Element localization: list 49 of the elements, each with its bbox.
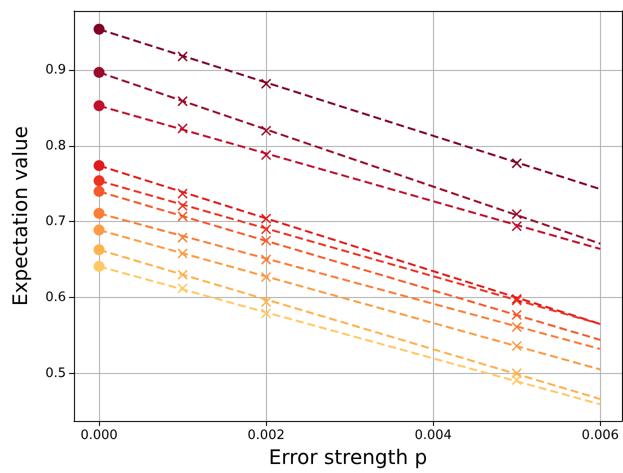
point [94,224,105,236]
point [94,100,105,112]
x-tick-label: 0.006 [582,428,619,443]
y-tick-label: 0.5 [45,366,66,381]
point [511,374,522,386]
point [177,188,188,199]
point [177,283,188,294]
point [260,78,272,90]
point [511,340,522,352]
point [260,150,272,160]
point [177,123,188,134]
point [511,208,522,220]
point [94,66,105,78]
point [94,244,105,256]
y-tick-label: 0.7 [45,214,66,230]
point [260,125,272,136]
x-tick-label: 0.004 [414,428,452,443]
y-axis-title: Expectation value [8,126,32,306]
y-tick-label: 0.9 [45,62,66,78]
point [177,211,188,222]
point [94,260,105,272]
point [260,213,272,224]
point [260,254,272,265]
x-axis-title: Error strength p [268,445,428,469]
point [511,158,522,169]
point [177,248,188,259]
point [94,175,105,186]
point [94,186,105,197]
point [260,224,272,235]
point [260,235,272,246]
point [511,322,522,332]
point [177,51,188,62]
point [511,220,522,232]
point [94,24,105,35]
y-tick-label: 0.6 [45,290,66,305]
x-tick-label: 0.002 [248,428,285,443]
point [511,310,522,320]
point [260,296,272,308]
x-tick-label: 0.000 [80,428,118,443]
point [94,160,105,172]
point [260,308,272,319]
point [94,208,105,219]
point [260,272,272,282]
point [177,96,188,106]
point [177,269,188,280]
point [511,368,522,379]
point [177,200,188,212]
y-tick-label: 0.8 [45,138,66,154]
point [177,232,188,243]
